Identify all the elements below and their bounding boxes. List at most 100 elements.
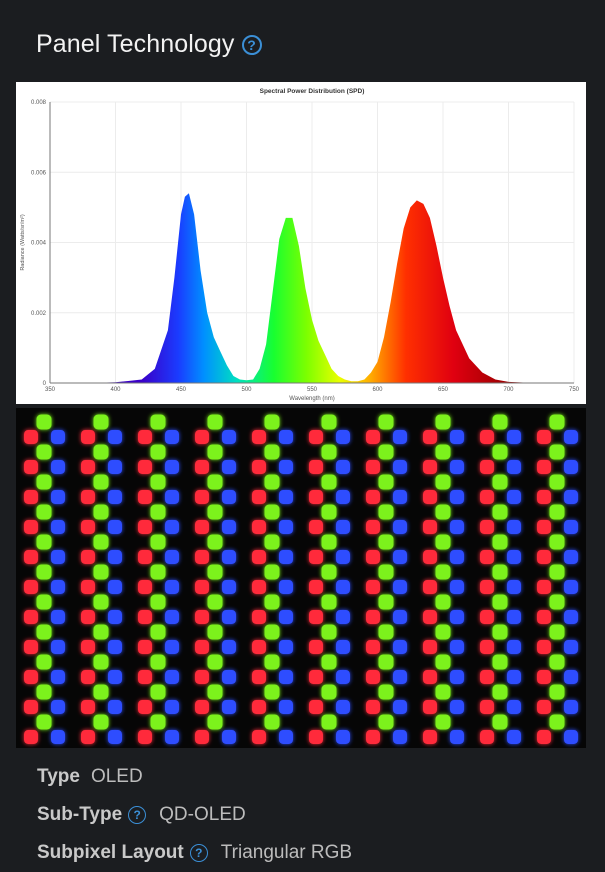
- red-subpixel: [480, 520, 494, 534]
- spec-row-subpixel-layout: Subpixel Layout ? Triangular RGB: [37, 834, 577, 872]
- red-subpixel: [423, 700, 437, 714]
- red-subpixel: [366, 520, 380, 534]
- green-subpixel: [150, 594, 166, 610]
- green-subpixel: [549, 594, 565, 610]
- blue-subpixel: [393, 430, 407, 444]
- x-tick-label: 700: [503, 387, 514, 393]
- green-subpixel: [36, 684, 52, 700]
- green-subpixel: [264, 534, 280, 550]
- help-icon[interactable]: ?: [128, 806, 147, 824]
- green-subpixel: [435, 684, 451, 700]
- blue-subpixel: [51, 490, 65, 504]
- blue-subpixel: [564, 640, 578, 654]
- green-subpixel: [435, 594, 451, 610]
- green-subpixel: [36, 624, 52, 640]
- green-subpixel: [492, 444, 508, 460]
- x-tick-label: 350: [45, 387, 56, 393]
- red-subpixel: [81, 550, 95, 564]
- green-subpixel: [207, 564, 223, 580]
- blue-subpixel: [222, 520, 236, 534]
- red-subpixel: [195, 460, 209, 474]
- green-subpixel: [264, 594, 280, 610]
- red-subpixel: [480, 550, 494, 564]
- green-subpixel: [378, 564, 394, 580]
- green-subpixel: [321, 414, 337, 430]
- blue-subpixel: [336, 640, 350, 654]
- blue-subpixel: [222, 580, 236, 594]
- blue-subpixel: [279, 460, 293, 474]
- blue-subpixel: [507, 550, 521, 564]
- green-subpixel: [492, 684, 508, 700]
- red-subpixel: [252, 430, 266, 444]
- green-subpixel: [321, 624, 337, 640]
- red-subpixel: [480, 670, 494, 684]
- red-subpixel: [480, 730, 494, 744]
- red-subpixel: [24, 460, 38, 474]
- red-subpixel: [24, 610, 38, 624]
- blue-subpixel: [450, 610, 464, 624]
- green-subpixel: [93, 564, 109, 580]
- blue-subpixel: [564, 670, 578, 684]
- red-subpixel: [366, 700, 380, 714]
- red-subpixel: [480, 490, 494, 504]
- blue-subpixel: [336, 730, 350, 744]
- red-subpixel: [537, 430, 551, 444]
- red-subpixel: [480, 640, 494, 654]
- blue-subpixel: [450, 730, 464, 744]
- red-subpixel: [138, 430, 152, 444]
- blue-subpixel: [165, 670, 179, 684]
- red-subpixel: [24, 700, 38, 714]
- red-subpixel: [81, 730, 95, 744]
- blue-subpixel: [165, 610, 179, 624]
- green-subpixel: [36, 534, 52, 550]
- x-tick-label: 750: [569, 387, 580, 393]
- red-subpixel: [252, 520, 266, 534]
- blue-subpixel: [108, 580, 122, 594]
- blue-subpixel: [336, 610, 350, 624]
- green-subpixel: [378, 414, 394, 430]
- red-subpixel: [252, 460, 266, 474]
- red-subpixel: [195, 520, 209, 534]
- green-subpixel: [264, 654, 280, 670]
- help-icon[interactable]: ?: [241, 34, 262, 55]
- blue-subpixel: [507, 640, 521, 654]
- green-subpixel: [93, 624, 109, 640]
- green-subpixel: [435, 564, 451, 580]
- help-icon[interactable]: ?: [189, 844, 208, 862]
- blue-subpixel: [393, 610, 407, 624]
- blue-subpixel: [393, 460, 407, 474]
- green-subpixel: [549, 684, 565, 700]
- green-subpixel: [549, 654, 565, 670]
- red-subpixel: [138, 520, 152, 534]
- green-subpixel: [36, 714, 52, 730]
- red-subpixel: [81, 640, 95, 654]
- spd-chart: 350 400 450 500 550 600 650 700 750 0 0.002 0.004 0.…: [16, 82, 586, 404]
- blue-subpixel: [279, 490, 293, 504]
- green-subpixel: [150, 624, 166, 640]
- green-subpixel: [549, 474, 565, 490]
- blue-subpixel: [165, 520, 179, 534]
- green-subpixel: [492, 534, 508, 550]
- blue-subpixel: [51, 430, 65, 444]
- green-subpixel: [150, 504, 166, 520]
- red-subpixel: [309, 430, 323, 444]
- green-subpixel: [321, 654, 337, 670]
- green-subpixel: [549, 564, 565, 580]
- green-subpixel: [378, 594, 394, 610]
- green-subpixel: [378, 654, 394, 670]
- red-subpixel: [423, 640, 437, 654]
- red-subpixel: [138, 730, 152, 744]
- green-subpixel: [321, 594, 337, 610]
- x-tick-label: 500: [241, 387, 252, 393]
- red-subpixel: [309, 460, 323, 474]
- green-subpixel: [549, 414, 565, 430]
- spec-row-type: Type OLED: [37, 758, 577, 796]
- green-subpixel: [321, 474, 337, 490]
- red-subpixel: [537, 700, 551, 714]
- blue-subpixel: [51, 610, 65, 624]
- red-subpixel: [423, 580, 437, 594]
- spec-row-sub-type: Sub-Type ? QD-OLED: [37, 796, 577, 834]
- green-subpixel: [435, 534, 451, 550]
- green-subpixel: [36, 594, 52, 610]
